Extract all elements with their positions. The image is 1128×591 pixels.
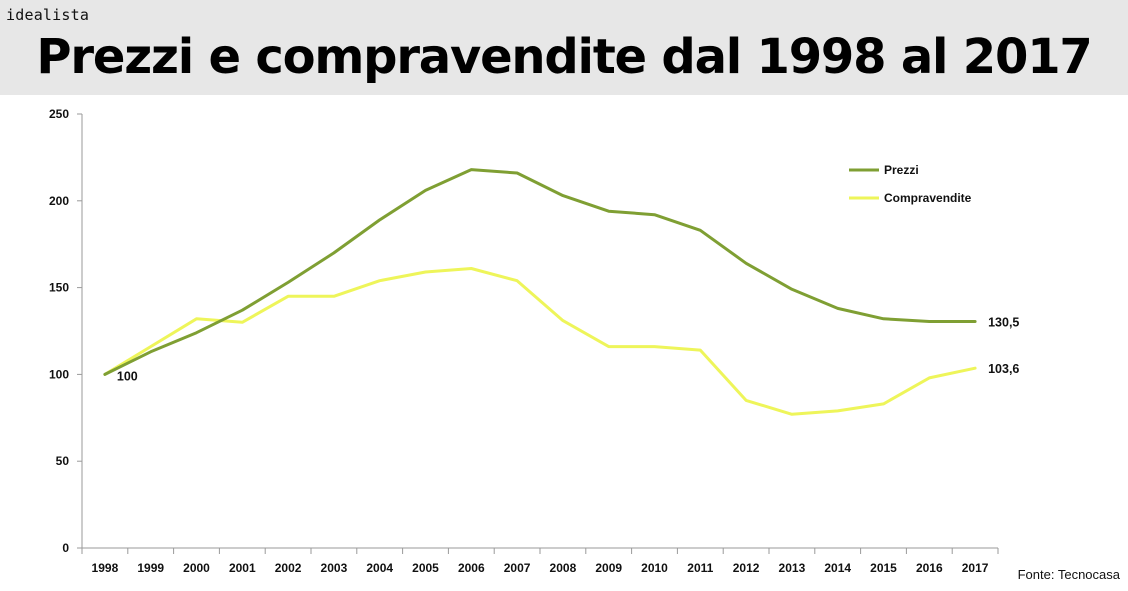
x-tick-label: 2015 xyxy=(870,561,897,575)
x-tick-label: 2002 xyxy=(275,561,302,575)
chart-axes xyxy=(77,113,999,554)
x-tick-label: 2011 xyxy=(687,561,713,575)
y-tick-label: 100 xyxy=(49,367,69,381)
header-band: idealista Prezzi e compravendite dal 199… xyxy=(0,0,1128,95)
x-tick-label: 2014 xyxy=(824,561,851,575)
legend-label-prezzi: Prezzi xyxy=(884,163,919,177)
y-tick-label: 0 xyxy=(62,541,69,555)
source-credit: Fonte: Tecnocasa xyxy=(1017,567,1120,582)
data-labels: 130,5 103,6 100 xyxy=(117,315,1020,383)
y-tick-label: 200 xyxy=(49,194,69,208)
x-tick-label: 2007 xyxy=(504,561,531,575)
x-tick-label: 2013 xyxy=(779,561,806,575)
chart-legend: Prezzi Compravendite xyxy=(849,163,972,205)
x-tick-label: 2000 xyxy=(183,561,210,575)
x-tick-label: 2006 xyxy=(458,561,485,575)
y-tick-labels: 0 50 100 150 200 250 xyxy=(49,107,69,555)
series-line-compravendite xyxy=(103,267,977,416)
end-label-compravendite: 103,6 xyxy=(988,362,1019,376)
end-label-prezzi: 130,5 xyxy=(988,315,1019,329)
brand-logo: idealista xyxy=(6,6,90,24)
x-tick-label: 2009 xyxy=(595,561,622,575)
series-lines xyxy=(103,168,977,416)
y-tick-label: 50 xyxy=(56,454,70,468)
chart-title: Prezzi e compravendite dal 1998 al 2017 xyxy=(36,29,1092,85)
x-tick-label: 2003 xyxy=(321,561,348,575)
x-tick-label: 2004 xyxy=(366,561,393,575)
series-line-prezzi xyxy=(103,168,977,376)
x-tick-label: 2010 xyxy=(641,561,668,575)
start-label: 100 xyxy=(117,369,138,383)
x-tick-label: 2016 xyxy=(916,561,943,575)
line-chart: 1998 1999 2000 2001 2002 2003 2004 2005 2006 2007… xyxy=(49,107,1020,575)
x-tick-label: 1999 xyxy=(137,561,164,575)
y-tick-label: 150 xyxy=(49,281,69,295)
x-tick-label: 2008 xyxy=(550,561,577,575)
y-tick-label: 250 xyxy=(49,107,69,121)
x-tick-label: 1998 xyxy=(92,561,119,575)
x-tick-label: 2017 xyxy=(962,561,989,575)
x-tick-label: 2001 xyxy=(229,561,256,575)
legend-label-compravendite: Compravendite xyxy=(884,191,972,205)
x-tick-labels: 1998 1999 2000 2001 2002 2003 2004 2005 2006 2007… xyxy=(92,561,989,575)
x-tick-label: 2012 xyxy=(733,561,760,575)
x-tick-label: 2005 xyxy=(412,561,439,575)
